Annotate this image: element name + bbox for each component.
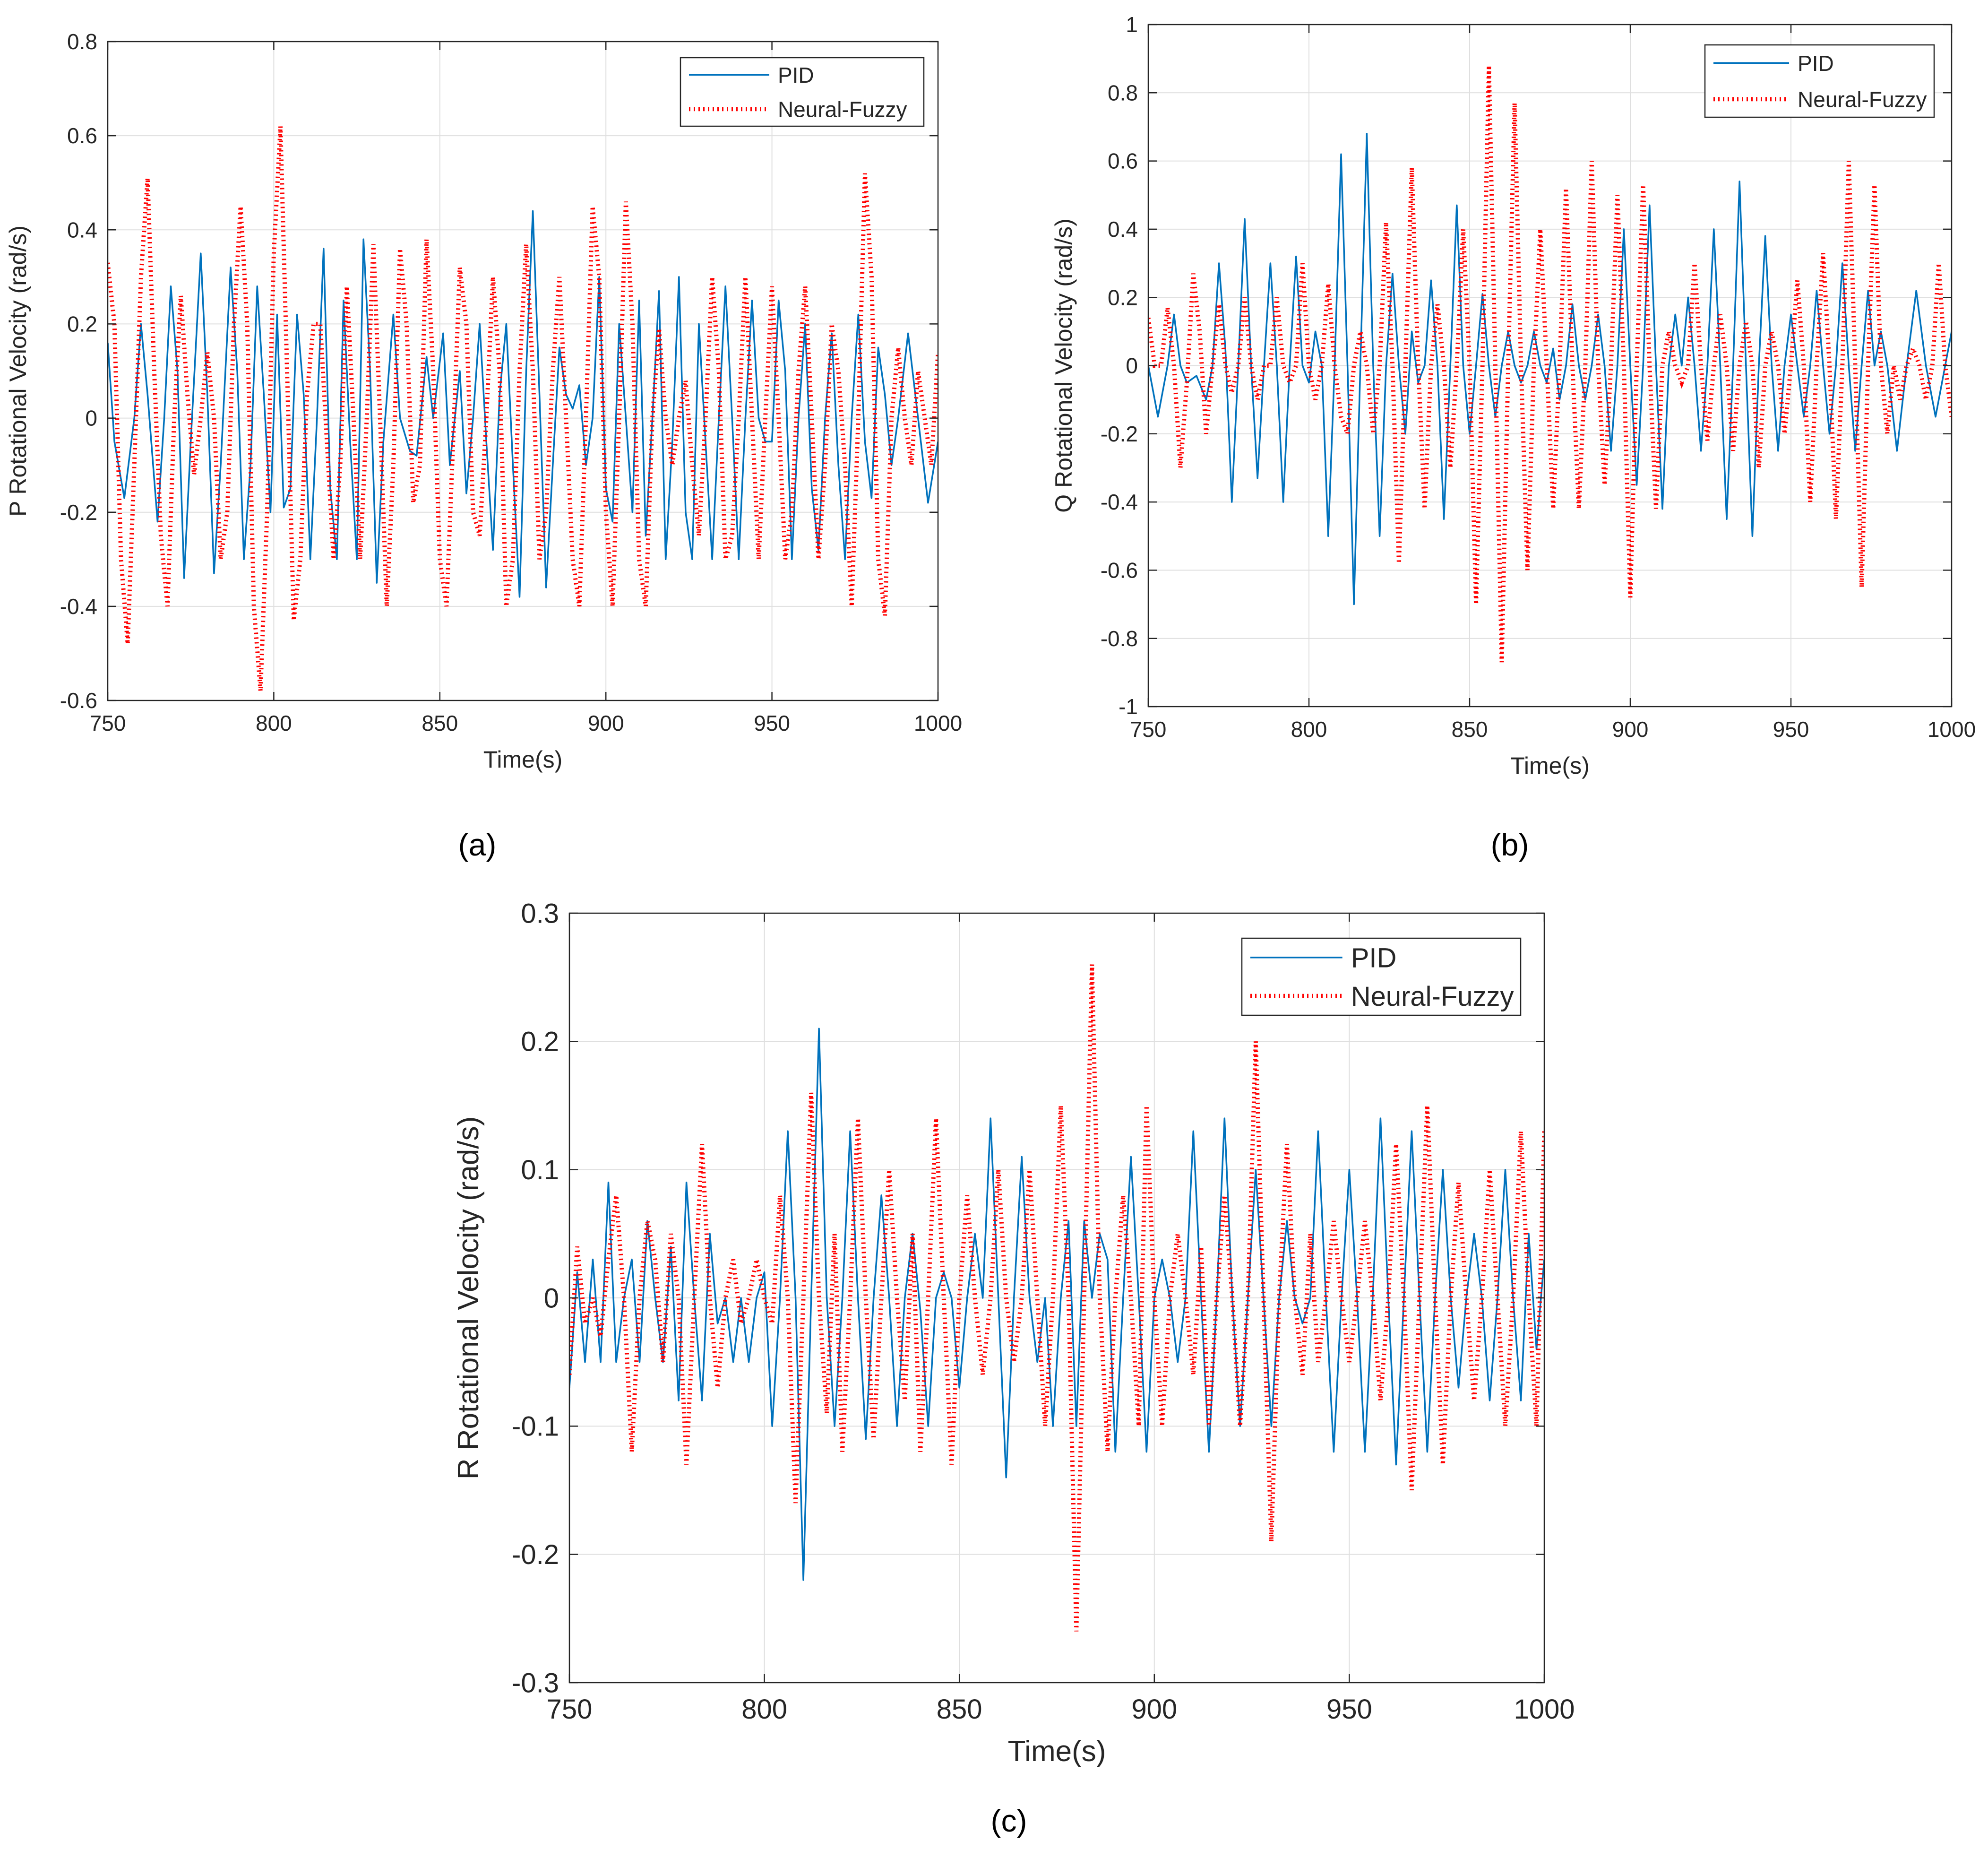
x-tick-label: 950 <box>1326 1694 1372 1725</box>
chart-3: 750 800 850 900 950 1000 -0.3 -0.2 -0.1 0 0.1 0.2 0.… <box>452 898 1575 1838</box>
y-tick-label: -0.2 <box>60 500 97 525</box>
y-tick-label: 0.3 <box>521 898 559 929</box>
chart-2: 750 800 850 900 950 1000 -1 -0.8 -0.6 -0.4 -0.2 0 0.… <box>1050 12 1976 862</box>
legend-label: PID <box>1351 943 1397 974</box>
series-neural-fuzzy-line <box>1148 65 1952 663</box>
y-tick-label: -0.1 <box>512 1411 559 1442</box>
subfigure-caption: (b) <box>1491 827 1529 862</box>
legend-label: PID <box>778 63 814 87</box>
y-tick-label: 0 <box>544 1283 559 1314</box>
legend-label: Neural-Fuzzy <box>1351 981 1514 1012</box>
series-pid-line <box>108 210 938 598</box>
x-axis-label: Time(s) <box>483 746 563 773</box>
x-tick-label: 1000 <box>1514 1694 1575 1725</box>
plot-area <box>108 42 938 700</box>
y-tick-label: 0.6 <box>67 123 97 148</box>
x-tick-label: 1000 <box>914 711 962 735</box>
y-tick-label: 0.2 <box>67 312 97 337</box>
y-tick-label: 0.2 <box>1108 285 1138 310</box>
x-tick-label: 800 <box>741 1694 787 1725</box>
x-tick-label: 850 <box>422 711 458 735</box>
x-tick-label: 850 <box>1452 717 1488 742</box>
legend: PID Neural-Fuzzy <box>1704 44 1935 118</box>
subfigure-caption: (a) <box>458 827 497 862</box>
x-tick-label: 900 <box>1612 717 1649 742</box>
x-tick-label: 850 <box>937 1694 982 1725</box>
y-tick-label: -0.4 <box>60 594 97 619</box>
x-axis-label: Time(s) <box>1008 1735 1106 1768</box>
y-tick-label: 0.8 <box>67 29 97 54</box>
x-tick-label: 900 <box>588 711 624 735</box>
y-tick-label: 0.4 <box>67 217 97 242</box>
y-tick-label: -0.2 <box>1101 422 1138 446</box>
y-tick-label: 1 <box>1126 12 1138 37</box>
y-axis-label: Q Rotational Velocity (rad/s) <box>1050 218 1077 513</box>
chart-1: 750 800 850 900 950 1000 -0.6 -0.4 -0.2 0 0.2 0.4 0.… <box>5 29 962 862</box>
y-tick-label: -0.6 <box>1101 558 1138 583</box>
y-tick-label: 0.8 <box>1108 80 1138 105</box>
x-tick-label: 950 <box>754 711 790 735</box>
legend-label: PID <box>1798 51 1834 76</box>
x-tick-label: 750 <box>547 1694 593 1725</box>
y-tick-label: -0.4 <box>1101 490 1138 514</box>
x-tick-label: 800 <box>256 711 292 735</box>
x-tick-label: 1000 <box>1928 717 1976 742</box>
legend-box <box>1704 44 1935 118</box>
legend-box <box>680 57 925 127</box>
y-axis-label: R Rotational Velocity (rad/s) <box>452 1116 485 1479</box>
axes-box <box>107 41 939 701</box>
y-tick-label: 0.1 <box>521 1155 559 1185</box>
y-tick-label: 0.2 <box>521 1027 559 1057</box>
legend-label: Neural-Fuzzy <box>1798 87 1927 112</box>
legend-box <box>1241 937 1522 1016</box>
subfigure-caption: (c) <box>991 1803 1027 1838</box>
y-tick-label: -0.8 <box>1101 626 1138 651</box>
series-pid-line <box>1148 133 1952 605</box>
x-tick-label: 800 <box>1291 717 1327 742</box>
y-tick-label: 0.4 <box>1108 217 1138 242</box>
y-tick-label: -0.2 <box>512 1539 559 1570</box>
x-tick-label: 750 <box>1130 717 1167 742</box>
y-tick-label: -0.3 <box>512 1668 559 1698</box>
y-tick-label: 0.6 <box>1108 149 1138 173</box>
y-tick-label: 0 <box>85 406 97 431</box>
legend-label: Neural-Fuzzy <box>778 97 907 121</box>
y-axis-label: P Rotational Velocity (rad/s) <box>5 225 31 517</box>
legend: PID Neural-Fuzzy <box>1241 937 1522 1016</box>
x-tick-label: 900 <box>1131 1694 1177 1725</box>
x-tick-label: 950 <box>1773 717 1809 742</box>
y-tick-label: -0.6 <box>60 688 97 713</box>
x-tick-label: 750 <box>90 711 126 735</box>
legend: PID Neural-Fuzzy <box>680 57 925 127</box>
series-pid-line <box>569 1028 1544 1581</box>
x-axis-label: Time(s) <box>1510 752 1590 779</box>
y-tick-label: -1 <box>1119 694 1138 719</box>
y-tick-label: 0 <box>1126 354 1138 378</box>
